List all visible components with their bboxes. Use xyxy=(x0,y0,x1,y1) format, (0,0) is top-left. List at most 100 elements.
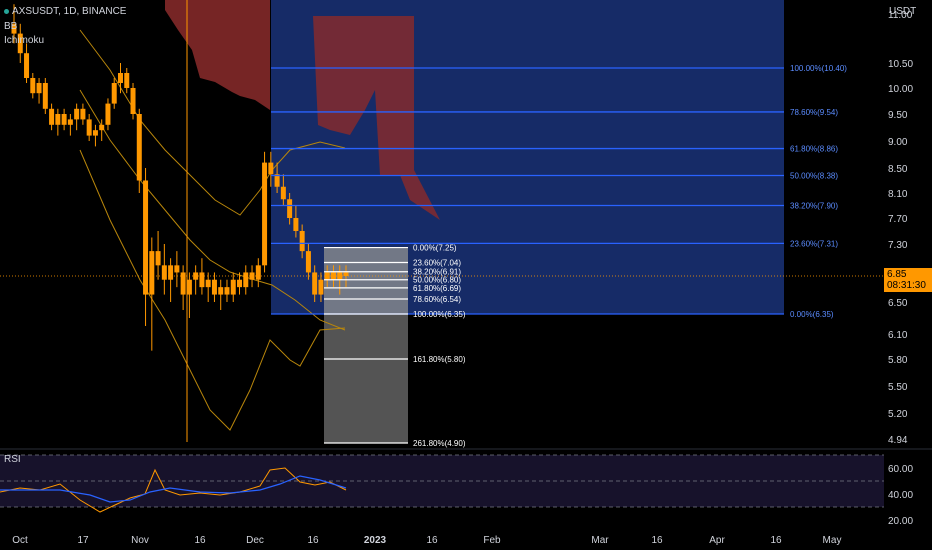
candle[interactable] xyxy=(186,272,192,318)
fib-blue-level-label: 50.00%(8.38) xyxy=(790,172,838,181)
indicator-ichimoku-label[interactable]: Ichimoku xyxy=(4,35,45,46)
candle-body xyxy=(143,180,149,295)
rsi-ma-line xyxy=(0,475,347,503)
candle[interactable] xyxy=(268,151,274,187)
candle[interactable] xyxy=(280,174,286,206)
candle[interactable] xyxy=(180,265,186,310)
candle[interactable] xyxy=(11,4,17,44)
candle-body xyxy=(24,53,30,78)
candle[interactable] xyxy=(30,73,36,99)
candle[interactable] xyxy=(61,108,67,131)
candle[interactable] xyxy=(80,103,86,125)
fib-gray-level-label: 50.00%(6.80) xyxy=(413,276,461,285)
candle-body xyxy=(55,114,61,125)
candle[interactable] xyxy=(237,272,243,295)
candle[interactable] xyxy=(105,98,111,131)
indicator-bb-label[interactable]: BB xyxy=(4,21,18,32)
candle[interactable] xyxy=(124,68,130,94)
fib-gray-level-label: 100.00%(6.35) xyxy=(413,310,466,319)
candle[interactable] xyxy=(218,279,224,310)
candle-body xyxy=(174,265,180,273)
candle[interactable] xyxy=(274,162,280,193)
candle-body xyxy=(168,265,174,280)
candle[interactable] xyxy=(262,151,268,273)
candle[interactable] xyxy=(36,78,42,104)
fib-blue-level-label: 38.20%(7.90) xyxy=(790,202,838,211)
rsi-axis-tick: 40.00 xyxy=(888,490,913,501)
candle[interactable] xyxy=(24,43,30,83)
candle[interactable] xyxy=(99,119,105,141)
currency-label[interactable]: USDT xyxy=(889,6,917,17)
last-price-value: 6.85 xyxy=(887,269,907,280)
time-axis-label: Nov xyxy=(131,535,149,546)
candle-body xyxy=(92,130,98,136)
candle-body xyxy=(155,251,161,266)
candle[interactable] xyxy=(287,193,293,225)
time-axis-label: 16 xyxy=(770,535,782,546)
candle[interactable] xyxy=(143,168,149,326)
candle-body xyxy=(161,265,167,280)
candle[interactable] xyxy=(224,279,230,302)
candle[interactable] xyxy=(312,265,318,302)
fib-gray-level-label: 0.00%(7.25) xyxy=(413,244,457,253)
candle-body xyxy=(199,272,205,288)
bb-lower-band xyxy=(79,149,346,431)
symbol-title[interactable]: AXSUSDT, 1D, BINANCE xyxy=(4,6,126,18)
candle[interactable] xyxy=(86,114,92,141)
candle[interactable] xyxy=(42,78,48,114)
candle[interactable] xyxy=(230,272,236,302)
fib-blue-level-label: 61.80%(8.86) xyxy=(790,145,838,154)
time-axis-label: Dec xyxy=(246,535,264,546)
candle[interactable] xyxy=(49,103,55,131)
candle-body xyxy=(274,174,280,187)
candle[interactable] xyxy=(111,78,117,109)
candle[interactable] xyxy=(17,23,23,63)
candle-body xyxy=(49,108,55,125)
price-axis-tick: 10.00 xyxy=(888,84,913,95)
candle[interactable] xyxy=(161,244,167,295)
candle[interactable] xyxy=(136,108,142,193)
candle[interactable] xyxy=(174,251,180,288)
candle[interactable] xyxy=(155,231,161,280)
candle[interactable] xyxy=(67,114,73,136)
candle[interactable] xyxy=(92,124,98,147)
candle-body xyxy=(312,272,318,295)
rsi-axis-tick: 20.00 xyxy=(888,516,913,527)
price-axis-tick: 4.94 xyxy=(888,435,908,446)
candle-body xyxy=(149,251,155,295)
candle-body xyxy=(343,272,349,276)
candle[interactable] xyxy=(243,265,249,295)
candle[interactable] xyxy=(211,272,217,302)
time-axis-label: May xyxy=(823,535,842,546)
candle-body xyxy=(111,83,117,104)
time-axis-label: Feb xyxy=(483,535,501,546)
fib-gray-level-label: 261.80%(4.90) xyxy=(413,439,466,448)
price-axis-tick: 5.50 xyxy=(888,382,908,393)
candle[interactable] xyxy=(205,272,211,302)
candle[interactable] xyxy=(55,108,61,136)
candle[interactable] xyxy=(74,103,80,131)
time-axis-label: Oct xyxy=(12,535,28,546)
candle[interactable] xyxy=(299,224,305,259)
candle-body xyxy=(42,83,48,109)
candle[interactable] xyxy=(305,244,311,280)
candle-body xyxy=(30,78,36,94)
candle[interactable] xyxy=(168,258,174,302)
candle[interactable] xyxy=(130,83,136,120)
bb-middle-band xyxy=(79,89,346,331)
candle[interactable] xyxy=(117,63,123,94)
time-axis-label: 16 xyxy=(426,535,438,546)
fib-blue-level-label: 23.60%(7.31) xyxy=(790,239,838,248)
rsi-label[interactable]: RSI xyxy=(4,454,21,465)
candle-body xyxy=(287,199,293,218)
ichimoku-cloud-right xyxy=(313,16,440,220)
candle-body xyxy=(130,88,136,114)
candle[interactable] xyxy=(293,205,299,238)
candle[interactable] xyxy=(149,237,155,351)
candle-body xyxy=(305,251,311,273)
candle[interactable] xyxy=(255,258,261,288)
candle[interactable] xyxy=(318,272,324,302)
fib-blue-level-label: 0.00%(6.35) xyxy=(790,310,834,319)
time-axis-label: 16 xyxy=(194,535,206,546)
